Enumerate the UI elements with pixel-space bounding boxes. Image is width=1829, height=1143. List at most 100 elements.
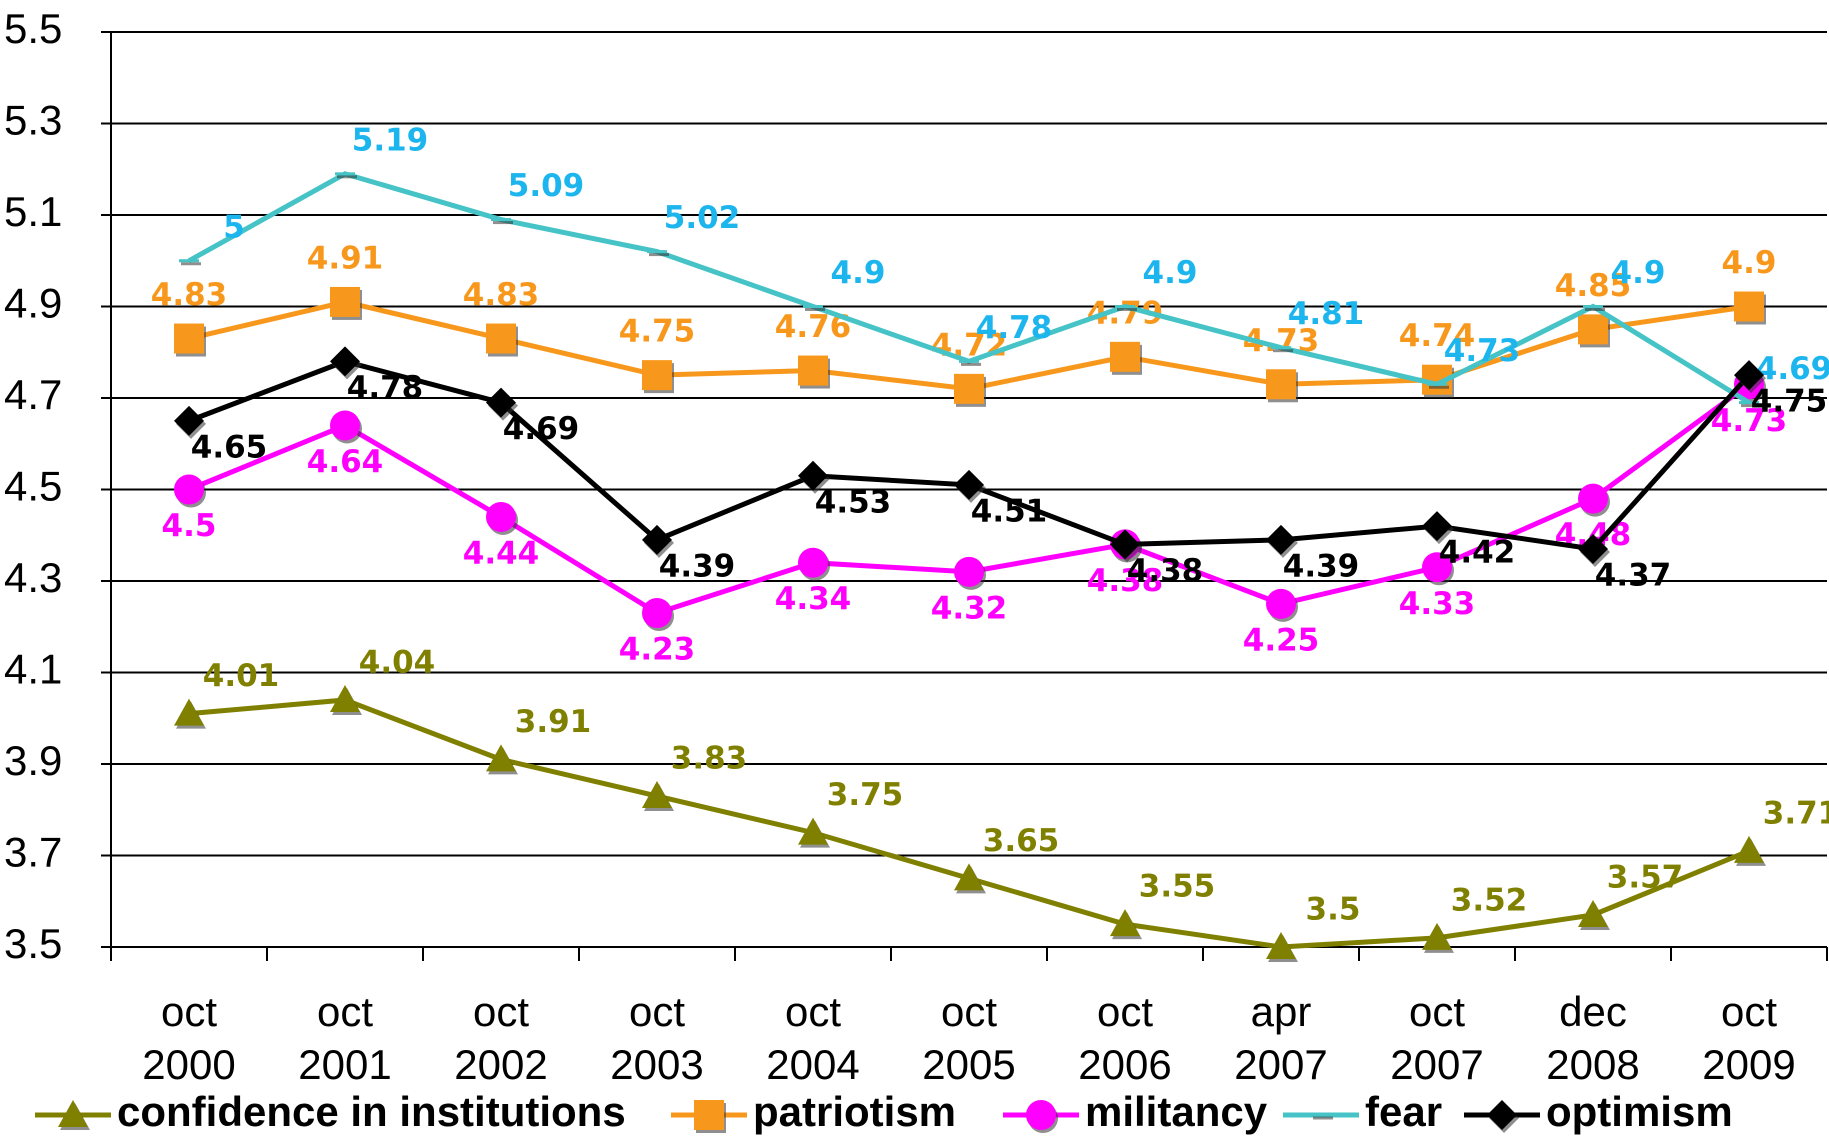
marker-shadow <box>1585 308 1605 311</box>
marker <box>954 469 984 500</box>
marker <box>798 460 828 491</box>
marker <box>174 474 204 505</box>
y-tick-label: 4.3 <box>4 554 62 601</box>
data-label: 4.01 <box>203 658 280 694</box>
x-tick-label: 2007 <box>1234 1041 1327 1088</box>
data-label: 4.39 <box>1283 548 1360 584</box>
y-tick-label: 5.1 <box>4 188 62 235</box>
data-label: 4.38 <box>1087 563 1164 599</box>
data-label: 4.42 <box>1439 535 1516 571</box>
data-label: 4.23 <box>619 632 696 668</box>
x-tick-label: 2004 <box>766 1041 859 1088</box>
x-tick-label: oct <box>1721 988 1777 1035</box>
data-label: 4.75 <box>619 314 696 350</box>
data-label: 4.33 <box>1399 586 1476 622</box>
marker <box>1578 533 1608 564</box>
x-tick-label: 2001 <box>298 1041 391 1088</box>
marker <box>642 524 672 555</box>
data-label: 4.32 <box>931 590 1008 626</box>
marker <box>330 410 360 441</box>
marker <box>1583 305 1603 308</box>
data-label: 4.91 <box>307 240 384 276</box>
data-label: 5.19 <box>352 122 429 158</box>
y-tick-label: 3.5 <box>4 920 62 967</box>
x-tick-label: 2008 <box>1546 1041 1639 1088</box>
y-tick-label: 5.3 <box>4 97 62 144</box>
marker <box>174 698 204 726</box>
marker <box>1578 899 1608 927</box>
data-label: 4.81 <box>1288 296 1365 332</box>
data-label: 4.64 <box>307 444 384 480</box>
marker <box>330 286 360 317</box>
marker <box>1311 1113 1331 1117</box>
x-tick-label: apr <box>1251 988 1312 1035</box>
data-label: 4.73 <box>1444 333 1521 369</box>
data-label: 4.9 <box>1722 245 1777 281</box>
marker <box>959 359 979 363</box>
marker-shadow <box>961 362 981 366</box>
data-label: 5 <box>223 209 245 245</box>
x-tick-label: oct <box>317 988 373 1035</box>
marker <box>642 360 672 391</box>
x-tick-label: oct <box>1097 988 1153 1035</box>
marker <box>1266 588 1296 619</box>
data-label: 3.65 <box>983 823 1060 859</box>
marker <box>330 684 360 712</box>
marker <box>1110 341 1140 372</box>
legend-label: optimism <box>1546 1088 1733 1135</box>
data-label: 5.09 <box>508 168 585 204</box>
marker <box>179 259 199 263</box>
x-tick-label: 2003 <box>610 1041 703 1088</box>
marker-shadow <box>805 308 825 311</box>
x-tick-label: oct <box>161 988 217 1035</box>
marker-shadow <box>181 262 201 266</box>
marker <box>1739 401 1759 405</box>
x-tick-label: 2000 <box>142 1041 235 1088</box>
data-label: 3.52 <box>1451 882 1528 918</box>
marker <box>954 373 984 404</box>
data-label: 4.73 <box>1711 403 1788 439</box>
marker <box>1266 932 1296 959</box>
marker <box>58 1100 88 1127</box>
x-tick-label: oct <box>1409 988 1465 1035</box>
marker <box>1487 1100 1517 1130</box>
marker <box>1427 382 1447 386</box>
x-tick-label: oct <box>941 988 997 1035</box>
data-label: 4.75 <box>1751 384 1828 420</box>
marker <box>1266 369 1296 400</box>
marker <box>1578 314 1608 345</box>
data-label: 4.39 <box>659 548 736 584</box>
y-tick-label: 4.5 <box>4 463 62 510</box>
y-tick-label: 4.7 <box>4 371 62 418</box>
data-label: 3.71 <box>1763 795 1829 831</box>
y-tick-label: 3.7 <box>4 829 62 876</box>
marker <box>798 355 828 386</box>
marker-shadow <box>649 253 669 257</box>
marker <box>1266 524 1296 555</box>
data-label: 4.9 <box>1143 255 1198 291</box>
marker <box>1422 511 1452 542</box>
data-label: 3.5 <box>1306 892 1361 928</box>
data-label: 4.5 <box>162 508 217 544</box>
marker <box>1110 529 1140 560</box>
marker <box>642 598 672 629</box>
y-tick-label: 3.9 <box>4 737 62 784</box>
marker <box>330 346 360 377</box>
marker <box>486 387 516 418</box>
data-label: 3.83 <box>671 741 748 777</box>
marker <box>647 250 667 254</box>
x-tick-label: dec <box>1559 988 1627 1035</box>
marker <box>694 1100 724 1130</box>
legend-label: militancy <box>1085 1088 1268 1135</box>
marker <box>642 781 672 809</box>
data-label: 4.69 <box>503 411 580 447</box>
data-label: 4.72 <box>931 327 1008 363</box>
marker <box>486 323 516 354</box>
data-label: 4.04 <box>359 644 436 680</box>
marker-shadow <box>1273 349 1293 353</box>
data-label: 3.55 <box>1139 869 1216 905</box>
data-label: 4.53 <box>815 484 892 520</box>
y-tick-label: 5.5 <box>4 5 62 52</box>
marker-shadow <box>1741 404 1761 408</box>
marker-shadow <box>1429 385 1449 389</box>
